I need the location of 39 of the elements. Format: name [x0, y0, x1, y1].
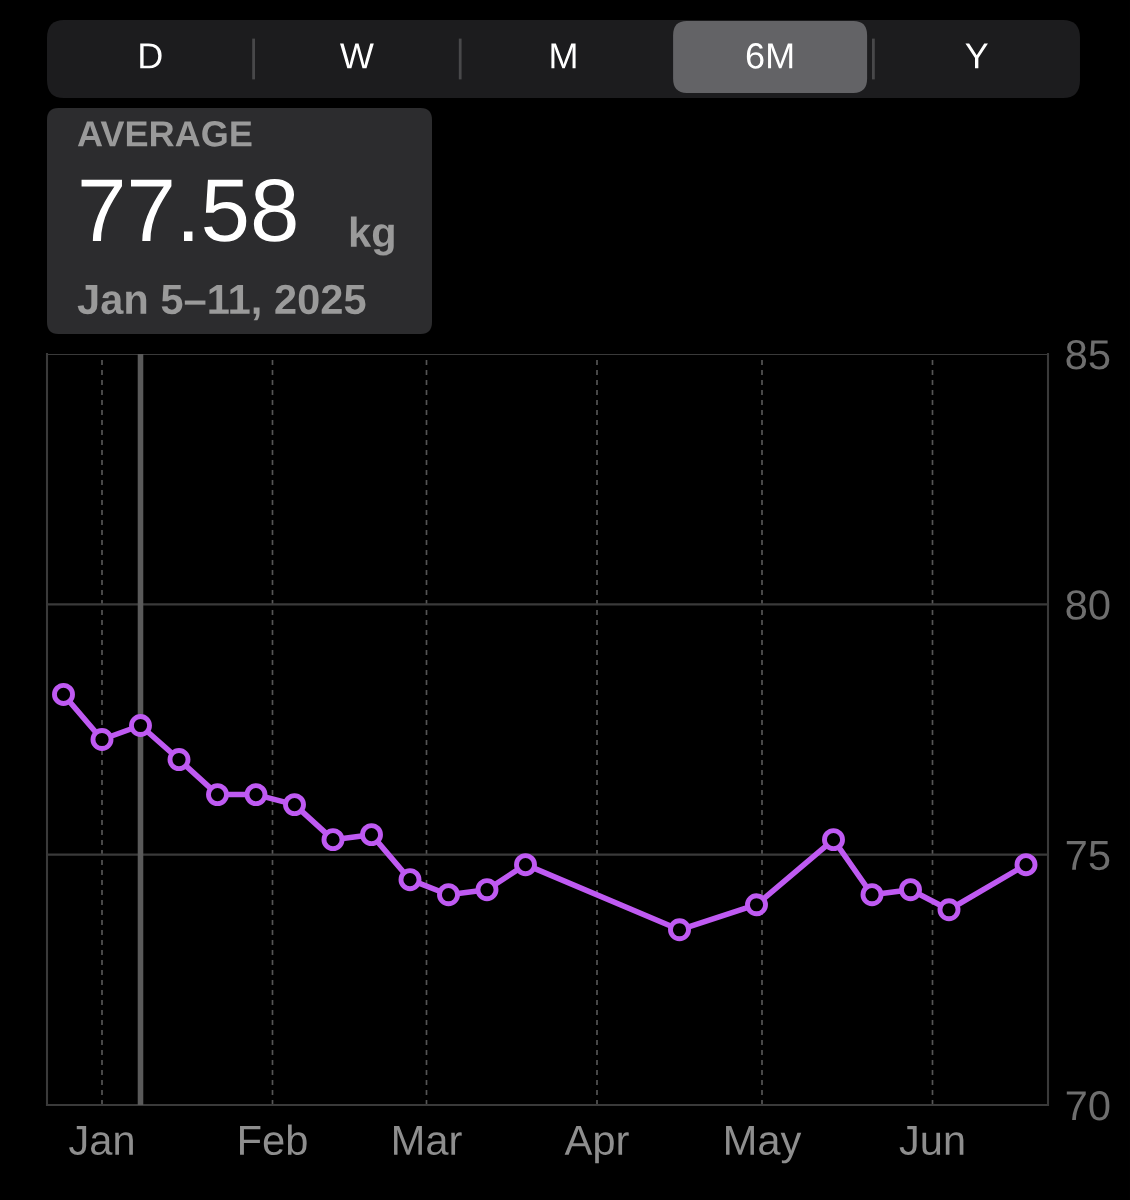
text: Jan 5–11, 2025 [77, 284, 366, 321]
point [745, 893, 768, 917]
point [90, 728, 114, 751]
point [283, 793, 306, 817]
text: Y [965, 43, 988, 69]
x-tick-label: Apr [564, 1125, 629, 1164]
text: M [551, 43, 576, 69]
text: D [140, 43, 162, 69]
text: AVERAGE [77, 121, 252, 147]
point [822, 828, 845, 852]
text: 77.58 [81, 178, 296, 242]
point [514, 853, 537, 877]
y-tick-label: 75 [1066, 841, 1110, 871]
x-tick-label: Mar [394, 1125, 462, 1156]
point [899, 878, 922, 902]
point [1014, 853, 1038, 877]
point [360, 823, 383, 847]
point [668, 918, 691, 942]
x-tick-label: May [726, 1125, 802, 1164]
point [321, 828, 345, 852]
text: W [340, 43, 374, 69]
point [167, 748, 191, 771]
point [437, 883, 460, 907]
point [937, 898, 961, 922]
point [52, 683, 75, 706]
x-tick-label: Jun [899, 1125, 964, 1156]
text: 6M [746, 43, 793, 69]
text: kg [350, 216, 394, 256]
point [860, 883, 884, 907]
point [129, 714, 152, 737]
point [475, 878, 499, 902]
y-tick-label: 70 [1066, 1091, 1110, 1121]
y-tick-label: 80 [1066, 590, 1110, 620]
y-tick-label: 85 [1066, 340, 1110, 370]
x-tick-label: Feb [240, 1124, 307, 1156]
point [206, 783, 229, 807]
point [244, 783, 268, 807]
x-tick-label: Jan [69, 1125, 133, 1156]
point [398, 868, 422, 892]
